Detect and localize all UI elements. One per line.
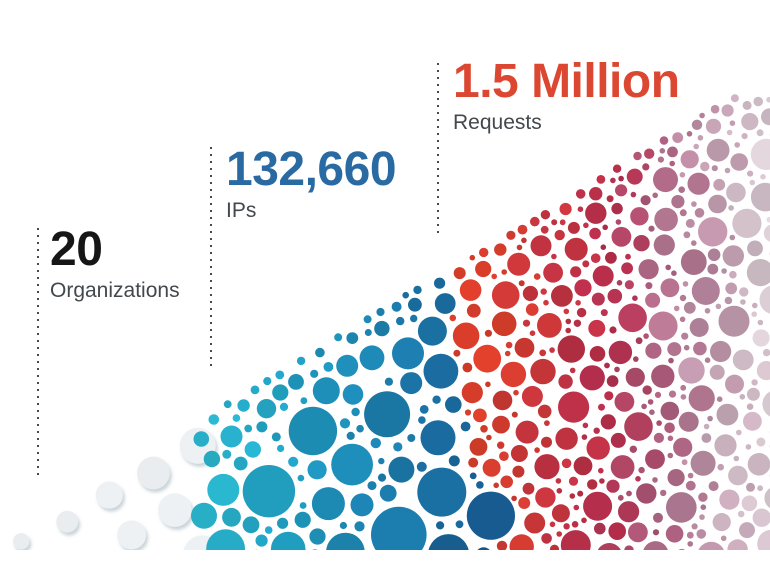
gray-bubble-group (13, 427, 222, 550)
ips-label: IPs (226, 199, 257, 222)
dotted-connector-ips (210, 147, 212, 368)
organizations-value: 20 (50, 223, 103, 276)
organizations-label: Organizations (50, 279, 180, 302)
requests-value: 1.5 Million (453, 55, 680, 108)
stat-organizations: 20 Organizations (50, 226, 180, 303)
colored-bubble-group (191, 94, 770, 550)
stat-ips: 132,660 IPs (226, 143, 397, 223)
ips-value: 132,660 (226, 143, 397, 196)
dotted-connector-organizations (37, 228, 39, 478)
stat-requests: 1.5 Million Requests (453, 58, 680, 135)
dotted-connector-requests (437, 63, 439, 238)
requests-label: Requests (453, 111, 542, 134)
